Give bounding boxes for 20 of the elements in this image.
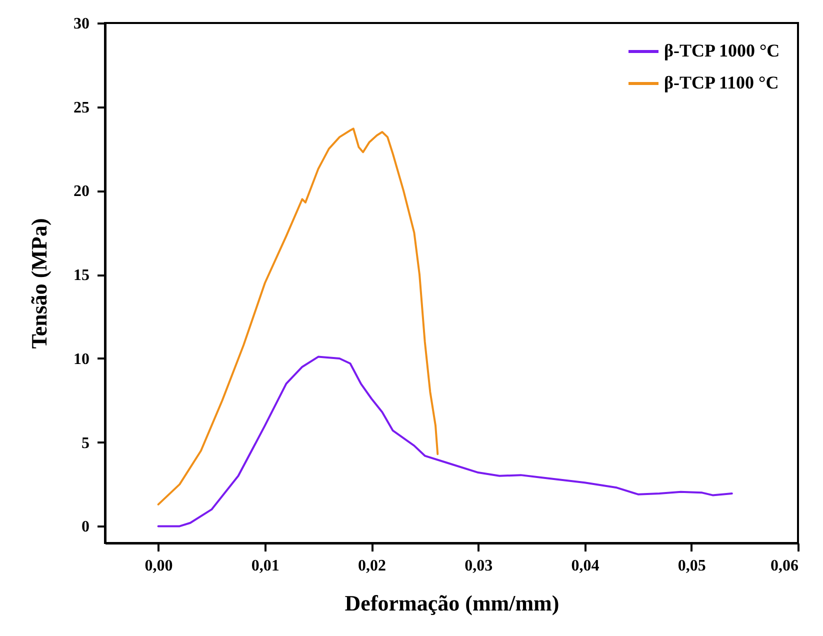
line-series	[157, 128, 439, 506]
line-series	[157, 356, 733, 528]
x-tick-label: 0,01	[251, 558, 280, 574]
y-axis-title: Tensão (MPa)	[26, 218, 52, 349]
y-tick-label: 10	[74, 350, 90, 368]
y-tick-label: 5	[82, 434, 90, 452]
x-tick-label: 0,02	[358, 558, 386, 574]
y-tick-label: 15	[74, 267, 90, 284]
x-tick-label: 0,00	[144, 558, 173, 574]
x-tick-label: 0,03	[464, 558, 493, 574]
y-tick-label: 30	[74, 16, 90, 32]
x-tick-label: 0,04	[571, 558, 600, 574]
legend-label: β-TCP 1000 °C	[664, 40, 780, 60]
y-tick-label: 20	[74, 183, 90, 200]
y-tick-label: 0	[82, 518, 90, 536]
y-tick-label: 25	[74, 99, 90, 116]
x-tick-label: 0,06	[770, 558, 798, 574]
x-axis-title: Deformação (mm/mm)	[344, 590, 560, 616]
legend-label: β-TCP 1100 °C	[664, 72, 779, 92]
x-tick-label: 0,05	[678, 558, 706, 574]
